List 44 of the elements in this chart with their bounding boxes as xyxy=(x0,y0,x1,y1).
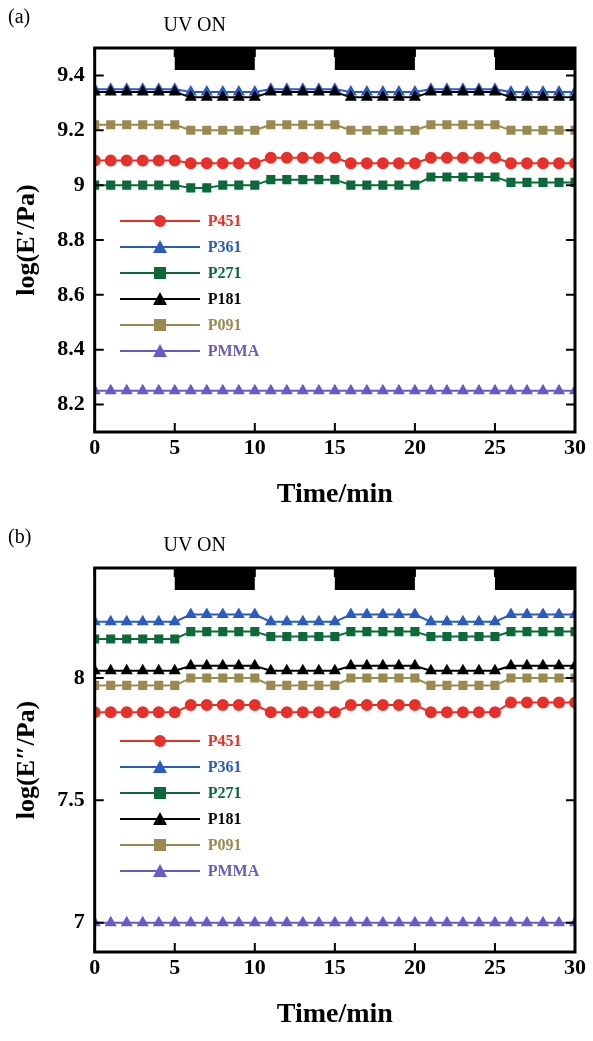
y-tick-label: 7.5 xyxy=(57,786,85,812)
x-axis-title: Time/min xyxy=(276,997,394,1029)
band-label: UV ON xyxy=(163,533,226,556)
chart-title: (a) xyxy=(8,5,31,29)
x-tick-label: 25 xyxy=(483,953,506,979)
y-axis-title: log(E″/Pa) xyxy=(11,700,41,820)
chart-title: (b) xyxy=(8,525,32,549)
x-axis-title: Time/min xyxy=(276,477,394,509)
x-tick-label: 0 xyxy=(89,953,101,979)
legend-label: P091 xyxy=(207,835,242,854)
legend-label: P271 xyxy=(207,263,242,282)
legend-label: P451 xyxy=(207,211,242,230)
y-tick-label: 9.4 xyxy=(57,61,85,87)
x-tick-label: 0 xyxy=(89,433,101,459)
y-axis-title: log(E′/Pa) xyxy=(11,184,41,296)
x-tick-label: 30 xyxy=(564,953,586,979)
legend-label: PMMA xyxy=(207,341,260,360)
y-tick-label: 9.2 xyxy=(57,115,85,141)
x-tick-label: 10 xyxy=(243,433,266,459)
legend-label: P361 xyxy=(207,757,242,776)
x-tick-label: 30 xyxy=(564,433,586,459)
x-tick-label: 5 xyxy=(169,953,181,979)
x-tick-label: 15 xyxy=(323,953,346,979)
x-tick-label: 10 xyxy=(243,953,266,979)
y-tick-label: 9 xyxy=(73,170,85,196)
legend-label: P181 xyxy=(207,289,242,308)
legend-label: P181 xyxy=(207,809,242,828)
y-tick-label: 8 xyxy=(73,663,85,689)
x-tick-label: 20 xyxy=(403,953,426,979)
legend-label: P271 xyxy=(207,783,242,802)
x-tick-label: 25 xyxy=(483,433,506,459)
y-tick-label: 8.8 xyxy=(57,225,85,251)
y-tick-label: 8.4 xyxy=(57,335,85,361)
y-tick-label: 8.6 xyxy=(57,280,85,306)
band-label: UV ON xyxy=(163,13,226,36)
x-tick-label: 20 xyxy=(403,433,426,459)
x-tick-label: 15 xyxy=(323,433,346,459)
legend-label: P091 xyxy=(207,315,242,334)
legend-label: P361 xyxy=(207,237,242,256)
legend-label: PMMA xyxy=(207,861,260,880)
y-tick-label: 7 xyxy=(73,908,85,934)
y-tick-label: 8.2 xyxy=(57,390,85,416)
x-tick-label: 5 xyxy=(169,433,181,459)
legend-label: P451 xyxy=(207,731,242,750)
